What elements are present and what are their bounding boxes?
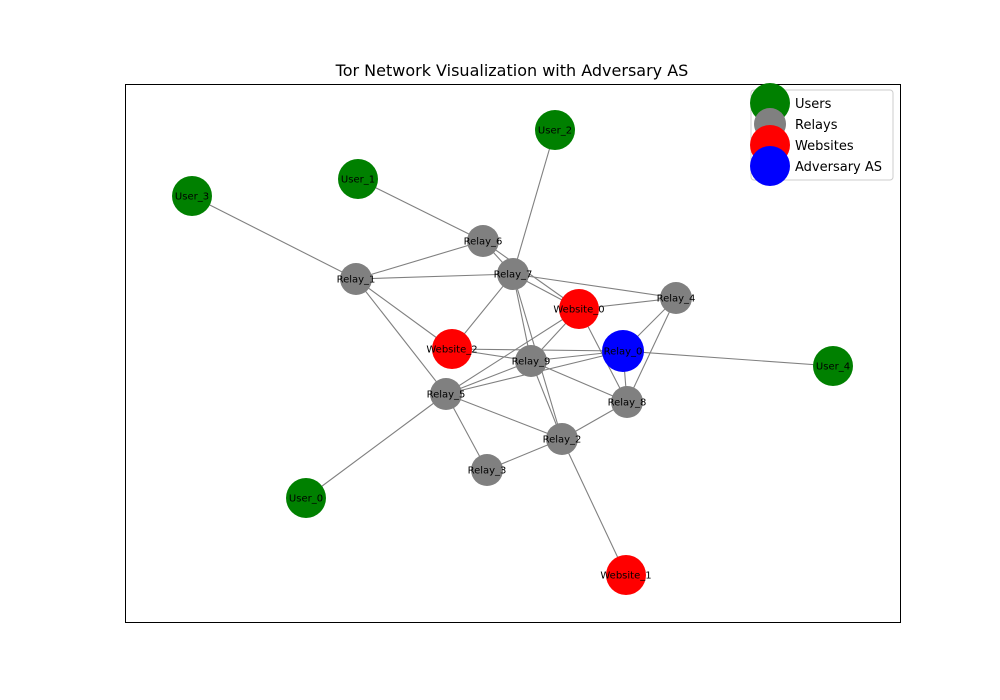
edge-relay-4-relay-8 bbox=[626, 297, 677, 403]
legend-label-2: Relays bbox=[795, 118, 838, 133]
node-user-2: User_2 bbox=[535, 110, 575, 150]
legend-marker-4 bbox=[750, 146, 790, 186]
node-user-3-circle bbox=[172, 176, 212, 216]
edge-relay-1-relay-7 bbox=[355, 273, 514, 280]
node-relay-8-label: Relay_8 bbox=[608, 398, 647, 409]
node-relay-5: Relay_5 bbox=[427, 378, 466, 410]
node-relay-2: Relay_2 bbox=[543, 423, 582, 455]
edge-relay-9-relay-8 bbox=[530, 360, 628, 403]
node-relay-7-label: Relay_7 bbox=[494, 270, 533, 281]
edge-user-2-relay-7 bbox=[512, 129, 556, 275]
node-website-1: Website_1 bbox=[600, 555, 652, 595]
legend-label-1: Users bbox=[795, 97, 832, 112]
node-website-2-label: Website_2 bbox=[426, 345, 477, 356]
node-user-4: User_4 bbox=[813, 346, 853, 386]
node-relay-4-circle bbox=[660, 282, 692, 314]
edge-relay-5-relay-2 bbox=[445, 393, 563, 440]
edge-relay-1-relay-5 bbox=[355, 278, 447, 395]
node-relay-7: Relay_7 bbox=[494, 258, 533, 290]
edge-user-4-relay-0 bbox=[622, 350, 834, 367]
node-relay-0-circle bbox=[602, 330, 644, 372]
node-relay-9-label: Relay_9 bbox=[512, 357, 551, 368]
node-relay-9-circle bbox=[515, 345, 547, 377]
chart-title: Tor Network Visualization with Adversary… bbox=[335, 61, 689, 80]
node-user-2-label: User_2 bbox=[538, 126, 572, 137]
node-relay-6: Relay_6 bbox=[464, 225, 503, 257]
node-website-0-label: Website_0 bbox=[553, 305, 604, 316]
node-relay-8-circle bbox=[611, 386, 643, 418]
node-relay-9: Relay_9 bbox=[512, 345, 551, 377]
node-relay-6-label: Relay_6 bbox=[464, 237, 503, 248]
node-user-0-label: User_0 bbox=[289, 494, 323, 505]
node-relay-1: Relay_1 bbox=[337, 263, 376, 295]
edge-website-0-relay-5 bbox=[445, 308, 580, 395]
legend-label-4: Adversary AS bbox=[795, 160, 882, 175]
node-relay-7-circle bbox=[497, 258, 529, 290]
node-relay-1-label: Relay_1 bbox=[337, 275, 376, 286]
node-user-4-label: User_4 bbox=[816, 362, 850, 373]
node-relay-3-circle bbox=[471, 454, 503, 486]
node-relay-0: Relay_0 bbox=[602, 330, 644, 372]
node-relay-2-label: Relay_2 bbox=[543, 435, 582, 446]
node-user-1-circle bbox=[338, 159, 378, 199]
node-relay-5-circle bbox=[430, 378, 462, 410]
node-user-0: User_0 bbox=[286, 478, 326, 518]
nodes-layer: User_0 User_1 User_2 User_3 User_4 Relay_1 Rel… bbox=[172, 110, 853, 595]
node-website-0: Website_0 bbox=[553, 289, 605, 329]
edge-relay-2-website-1 bbox=[561, 438, 627, 576]
node-user-2-circle bbox=[535, 110, 575, 150]
node-website-0-circle bbox=[559, 289, 599, 329]
node-relay-3-label: Relay_3 bbox=[468, 466, 507, 477]
node-relay-4: Relay_4 bbox=[657, 282, 696, 314]
edge-user-0-relay-5 bbox=[305, 393, 447, 499]
node-user-1-label: User_1 bbox=[341, 175, 375, 186]
node-user-0-circle bbox=[286, 478, 326, 518]
edge-user-1-relay-6 bbox=[357, 178, 484, 242]
node-relay-2-circle bbox=[546, 423, 578, 455]
legend: Users Relays Websites Adversary AS bbox=[750, 83, 894, 186]
node-website-1-circle bbox=[606, 555, 646, 595]
edge-user-3-relay-1 bbox=[191, 195, 357, 280]
node-relay-6-circle bbox=[467, 225, 499, 257]
node-relay-8: Relay_8 bbox=[608, 386, 647, 418]
node-relay-3: Relay_3 bbox=[468, 454, 507, 486]
node-user-4-circle bbox=[813, 346, 853, 386]
node-website-2: Website_2 bbox=[426, 329, 478, 369]
node-user-1: User_1 bbox=[338, 159, 378, 199]
node-relay-0-label: Relay_0 bbox=[604, 347, 643, 358]
node-relay-5-label: Relay_5 bbox=[427, 390, 466, 401]
node-relay-4-label: Relay_4 bbox=[657, 294, 696, 305]
node-relay-1-circle bbox=[340, 263, 372, 295]
node-user-3-label: User_3 bbox=[175, 192, 209, 203]
edge-relay-1-relay-6 bbox=[355, 240, 484, 280]
legend-label-3: Websites bbox=[795, 139, 854, 154]
node-website-2-circle bbox=[432, 329, 472, 369]
node-website-1-label: Website_1 bbox=[600, 571, 651, 582]
edge-relay-7-relay-4 bbox=[512, 273, 677, 299]
node-user-3: User_3 bbox=[172, 176, 212, 216]
